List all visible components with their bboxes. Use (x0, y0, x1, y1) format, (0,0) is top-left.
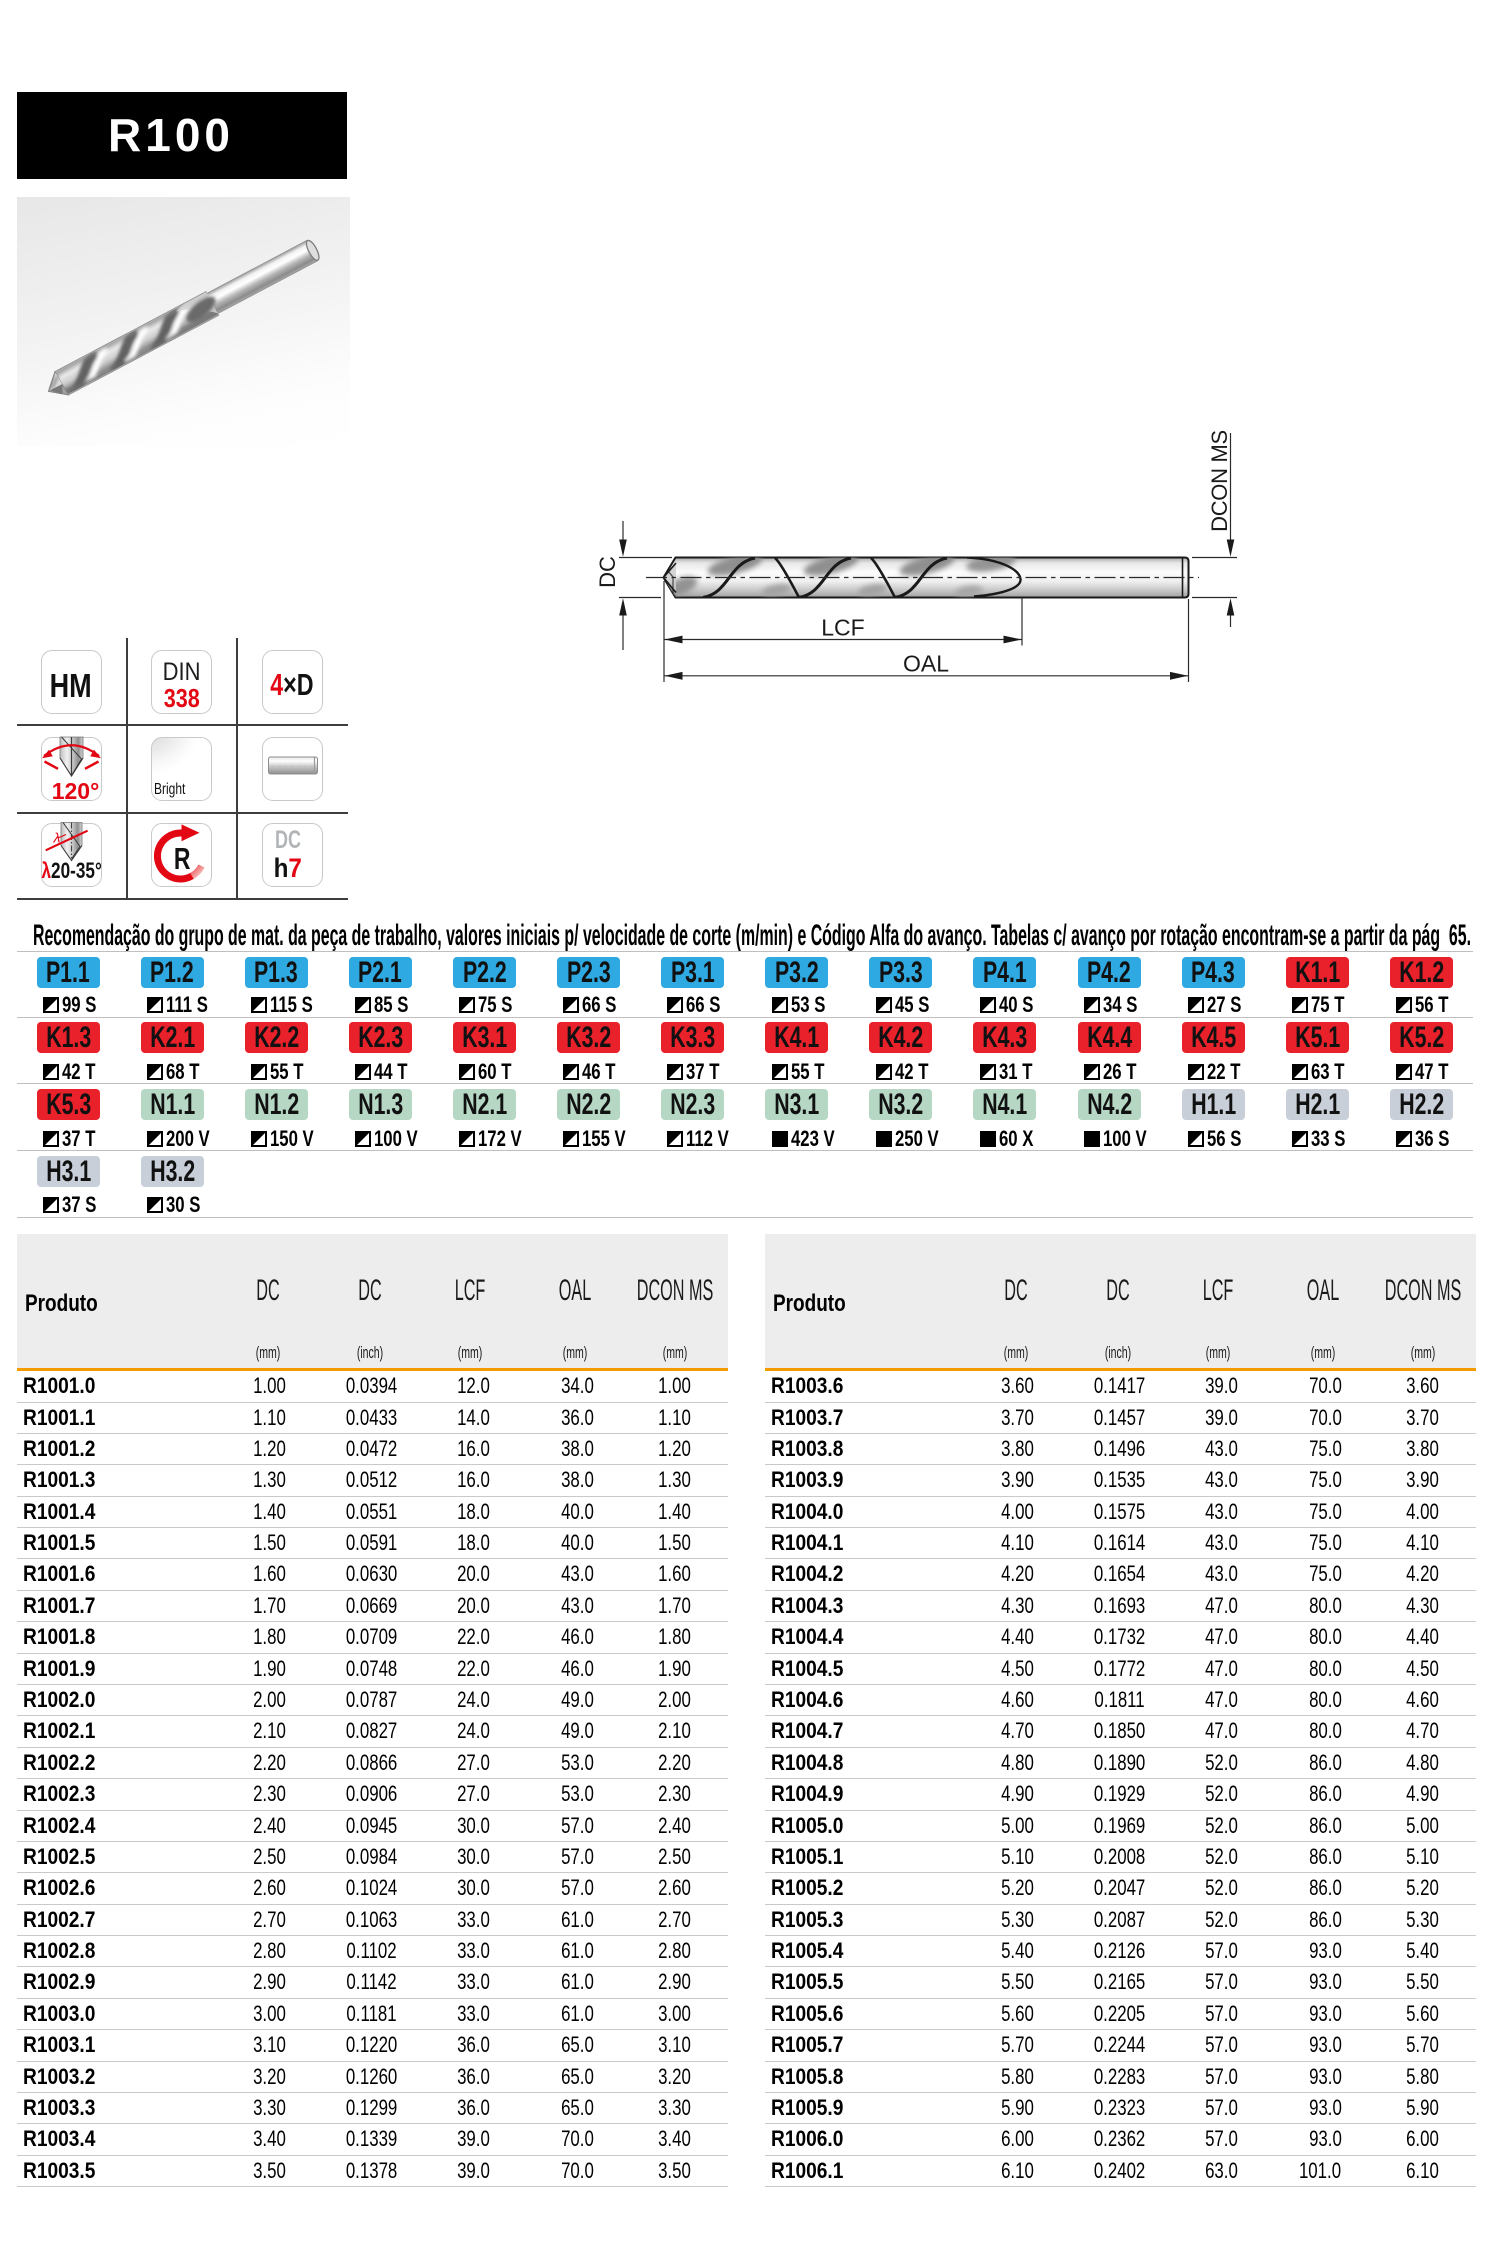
svg-text:LCF: LCF (821, 615, 864, 641)
svg-text:DCON MS: DCON MS (1207, 430, 1232, 532)
svg-text:λ: λ (53, 829, 61, 845)
svg-text:DC: DC (595, 556, 620, 588)
svg-text:OAL: OAL (903, 651, 949, 677)
